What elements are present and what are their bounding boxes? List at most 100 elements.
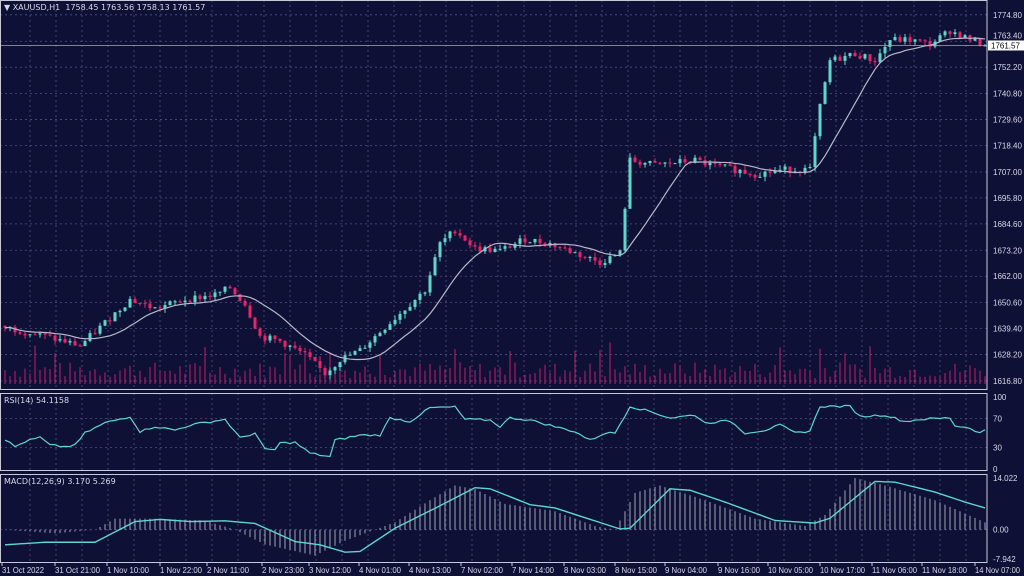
candle-body	[403, 310, 407, 314]
candle-body	[533, 238, 537, 243]
candle-body	[153, 307, 157, 309]
candle-body	[658, 162, 662, 164]
candle-body	[468, 240, 472, 246]
candle-body	[293, 345, 297, 348]
candle-body	[738, 169, 742, 174]
candle-body	[308, 352, 312, 358]
candle-body	[233, 288, 237, 295]
candle-body	[663, 162, 667, 164]
candle-body	[338, 362, 342, 368]
candle-body	[903, 37, 907, 42]
current-price-tag	[988, 40, 1024, 51]
candle-body	[253, 317, 257, 329]
candle-body	[358, 348, 362, 352]
candle-body	[523, 238, 527, 243]
candle-body	[68, 341, 72, 343]
candle-body	[318, 360, 322, 368]
rsi-title: RSI(14) 54.1158	[4, 396, 69, 405]
candle-body	[288, 345, 292, 347]
candle-body	[333, 367, 337, 371]
candle-body	[763, 171, 767, 177]
candle-body	[143, 303, 147, 305]
candle-body	[898, 37, 902, 42]
time-tick-label: 8 Nov 03:00	[564, 566, 607, 575]
candle-body	[373, 336, 377, 343]
candle-body	[278, 339, 282, 341]
candle-body	[938, 35, 942, 42]
candle-body	[753, 175, 757, 178]
candle-body	[98, 325, 102, 334]
time-tick-label: 1 Nov 22:00	[160, 566, 203, 575]
candle-body	[598, 260, 602, 265]
candle-body	[773, 170, 777, 173]
time-tick-label: 4 Nov 01:00	[359, 566, 402, 575]
candle-body	[943, 31, 947, 36]
candle-body	[138, 302, 142, 304]
candle-body	[808, 166, 812, 168]
candle-body	[958, 32, 962, 39]
candle-body	[818, 103, 822, 137]
candle-body	[843, 55, 847, 61]
candle-body	[928, 41, 932, 47]
time-tick-label: 10 Nov 05:00	[768, 566, 814, 575]
price-tick-label: 1763.40	[993, 31, 1022, 40]
candle-body	[443, 238, 447, 243]
rsi-value: 54.1158	[35, 396, 70, 405]
candle-body	[493, 248, 497, 253]
candle-body	[313, 357, 317, 361]
candle-body	[3, 326, 7, 328]
candle-body	[353, 351, 357, 355]
candle-body	[88, 333, 92, 341]
candle-body	[423, 292, 427, 294]
time-tick-label: 31 Oct 21:00	[55, 566, 101, 575]
candle-body	[978, 38, 982, 46]
candle-body	[618, 250, 622, 256]
candle-body	[473, 245, 477, 247]
candle-body	[643, 163, 647, 165]
candle-body	[853, 53, 857, 57]
macd-title: MACD(12,26,9) 3.170 5.269	[4, 477, 116, 486]
candle-body	[893, 37, 897, 41]
candle-body	[83, 340, 87, 347]
candle-body	[458, 233, 462, 236]
candle-body	[248, 305, 252, 318]
pane-border	[0, 393, 988, 471]
candle-body	[923, 40, 927, 42]
candle-body	[38, 333, 42, 335]
price-tick-label: 1729.60	[993, 116, 1022, 125]
candle-body	[838, 56, 842, 61]
candle-body	[238, 294, 242, 301]
candle-body	[108, 320, 112, 322]
candle-body	[218, 291, 222, 293]
candle-body	[758, 176, 762, 178]
candle-body	[453, 231, 457, 234]
candle-body	[673, 163, 677, 165]
candle-body	[258, 328, 262, 336]
candle-body	[118, 310, 122, 313]
candle-body	[728, 164, 732, 166]
candle-body	[718, 163, 722, 165]
candle-body	[783, 166, 787, 170]
macd-tick-label: -7.942	[993, 555, 1016, 564]
candle-body	[868, 54, 872, 62]
rsi-tick-label: 70	[993, 415, 1002, 424]
candle-body	[518, 238, 522, 244]
candle-body	[243, 300, 247, 306]
candle-body	[223, 286, 227, 292]
candle-body	[648, 161, 652, 164]
candle-body	[203, 295, 207, 300]
candle-body	[503, 246, 507, 249]
candle-body	[198, 295, 202, 300]
time-tick-label: 2 Nov 23:00	[262, 566, 305, 575]
candle-body	[553, 242, 557, 248]
price-tick-label: 1650.60	[993, 299, 1022, 308]
candle-body	[33, 334, 37, 336]
price-tick-label: 1774.80	[993, 11, 1022, 20]
candle-body	[388, 324, 392, 330]
triangle-down-icon[interactable]: ▼	[4, 3, 11, 12]
price-tick-label: 1628.20	[993, 351, 1022, 360]
candle-body	[918, 39, 922, 41]
candle-body	[188, 300, 192, 303]
